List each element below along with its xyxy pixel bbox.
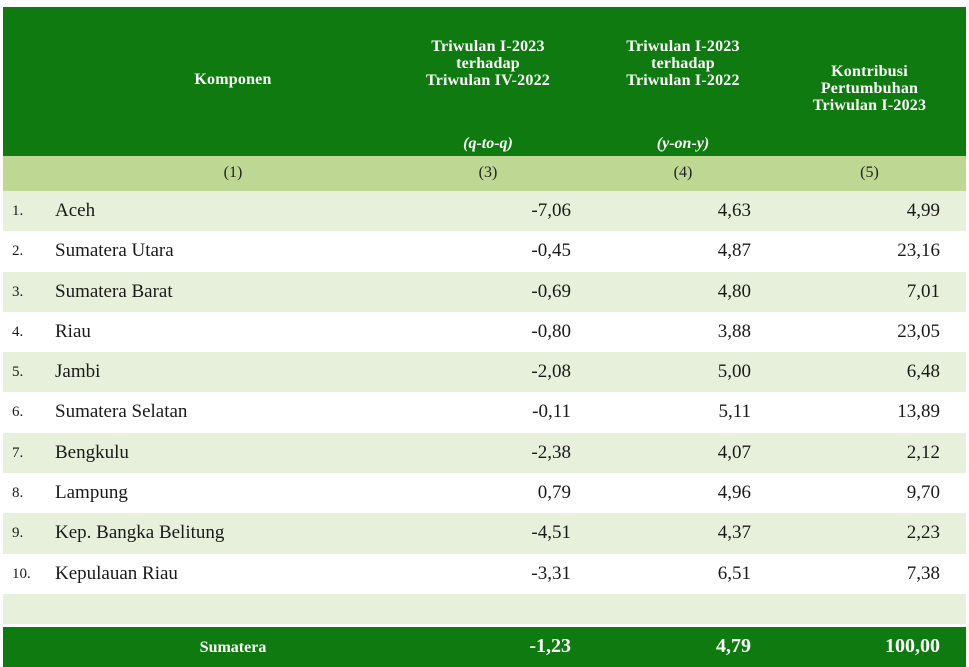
table-row: 9. Kep. Bangka Belitung -4,51 4,37 2,23 — [3, 513, 966, 554]
province-name: Bengkulu — [55, 441, 129, 463]
yoy-value: 4,87 — [717, 240, 751, 262]
kontribusi-value: 23,16 — [897, 240, 940, 262]
qtq-value: 0,79 — [537, 482, 571, 504]
row-number: 10. — [12, 565, 31, 582]
header-yoy: Triwulan I-2023 terhadap Triwulan I-2022 — [626, 38, 740, 89]
yoy-value: 4,63 — [717, 200, 751, 221]
qtq-value: -0,11 — [532, 401, 571, 423]
qtq-value: -7,06 — [531, 200, 571, 221]
table-row: 7. Bengkulu -2,38 4,07 2,12 — [3, 432, 966, 474]
qtq-value: -4,51 — [531, 522, 571, 544]
table-row: 10. Kepulauan Riau -3,31 6,51 7,38 — [3, 553, 966, 594]
qtq-value: -2,38 — [531, 441, 571, 463]
qtq-value: -0,45 — [531, 240, 571, 262]
yoy-value: 3,88 — [717, 320, 751, 342]
col-number-1: (1) — [223, 164, 243, 181]
kontribusi-value: 7,01 — [906, 280, 940, 302]
row-number: 1. — [12, 203, 24, 219]
province-name: Riau — [55, 320, 91, 342]
header-yoy-sub: (y-on-y) — [656, 135, 710, 152]
row-number: 5. — [12, 364, 24, 381]
kontribusi-value: 2,12 — [906, 441, 940, 463]
row-number: 9. — [12, 525, 24, 542]
kontribusi-value: 23,05 — [897, 320, 940, 342]
col-number-3: (3) — [478, 164, 498, 181]
kontribusi-value: 9,70 — [906, 482, 940, 504]
row-number: 8. — [12, 485, 24, 502]
table-row: 6. Sumatera Selatan -0,11 5,11 13,89 — [3, 392, 966, 433]
province-name: Sumatera Selatan — [55, 401, 188, 423]
yoy-value: 5,11 — [718, 401, 751, 423]
table-header: Komponen Triwulan I-2023 terhadap Triwul… — [3, 7, 966, 156]
table-row: 2. Sumatera Utara -0,45 4,87 23,16 — [3, 231, 966, 272]
table-row: 1. Aceh -7,06 4,63 4,99 — [3, 191, 966, 232]
total-row: Sumatera -1,23 4,79 100,00 — [3, 626, 966, 667]
table-row: 4. Riau -0,80 3,88 23,05 — [3, 311, 966, 353]
header-komponen: Komponen — [194, 71, 272, 88]
province-name: Aceh — [55, 200, 96, 221]
growth-table: Komponen Triwulan I-2023 terhadap Triwul… — [3, 7, 966, 667]
table-row: 8. Lampung 0,79 4,96 9,70 — [3, 473, 966, 514]
province-name: Jambi — [55, 361, 101, 383]
kontribusi-value: 7,38 — [906, 562, 940, 584]
divider — [3, 623, 966, 627]
row-number: 3. — [12, 283, 24, 300]
table-row: 5. Jambi -2,08 5,00 6,48 — [3, 352, 966, 393]
row-number: 4. — [12, 323, 24, 340]
yoy-value: 5,00 — [717, 361, 751, 383]
qtq-value: -2,08 — [531, 361, 571, 383]
qtq-value: -0,80 — [531, 320, 571, 342]
total-yoy-value: 4,79 — [716, 634, 751, 657]
province-name: Lampung — [55, 482, 128, 504]
row-number: 6. — [12, 404, 24, 421]
row-number: 7. — [12, 444, 24, 461]
yoy-value: 4,07 — [717, 441, 751, 463]
table-row: 3. Sumatera Barat -0,69 4,80 7,01 — [3, 271, 966, 312]
total-qtq-value: -1,23 — [529, 634, 571, 657]
header-qtq-sub: (q-to-q) — [463, 135, 513, 152]
kontribusi-value: 2,23 — [906, 522, 940, 544]
total-label: Sumatera — [199, 638, 267, 656]
column-number-row: (1) (3) (4) (5) — [3, 156, 966, 191]
yoy-value: 4,96 — [717, 482, 751, 504]
province-name: Kepulauan Riau — [55, 562, 178, 584]
col-number-4: (4) — [673, 164, 693, 181]
yoy-value: 6,51 — [717, 562, 751, 584]
qtq-value: -3,31 — [531, 562, 571, 584]
yoy-value: 4,80 — [717, 280, 751, 302]
province-name: Kep. Bangka Belitung — [55, 522, 225, 544]
province-name: Sumatera Barat — [55, 280, 173, 302]
yoy-value: 4,37 — [717, 522, 751, 544]
kontribusi-value: 4,99 — [906, 200, 940, 221]
row-number: 2. — [12, 243, 24, 260]
province-name: Sumatera Utara — [55, 240, 174, 262]
kontribusi-value: 13,89 — [897, 401, 940, 423]
col-number-5: (5) — [860, 164, 879, 181]
total-kontribusi-value: 100,00 — [885, 634, 940, 657]
header-qtq: Triwulan I-2023 terhadap Triwulan IV-202… — [426, 38, 550, 89]
qtq-value: -0,69 — [531, 280, 571, 302]
kontribusi-value: 6,48 — [906, 361, 940, 383]
empty-row — [3, 593, 966, 624]
header-kontribusi: Kontribusi Pertumbuhan Triwulan I-2023 — [812, 63, 927, 114]
